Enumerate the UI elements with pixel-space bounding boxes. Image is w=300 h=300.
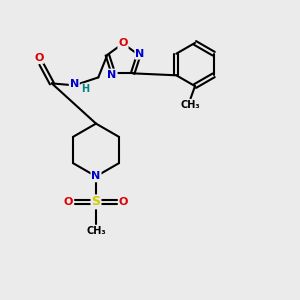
Text: H: H — [81, 84, 89, 94]
Text: S: S — [92, 195, 100, 208]
Text: O: O — [118, 38, 128, 49]
Text: CH₃: CH₃ — [181, 100, 200, 110]
Text: O: O — [64, 197, 73, 207]
Text: N: N — [135, 49, 145, 59]
Text: CH₃: CH₃ — [86, 226, 106, 236]
Text: N: N — [107, 70, 117, 80]
Text: O: O — [34, 53, 44, 63]
Text: N: N — [70, 79, 79, 89]
Text: N: N — [92, 171, 100, 182]
Text: O: O — [119, 197, 128, 207]
